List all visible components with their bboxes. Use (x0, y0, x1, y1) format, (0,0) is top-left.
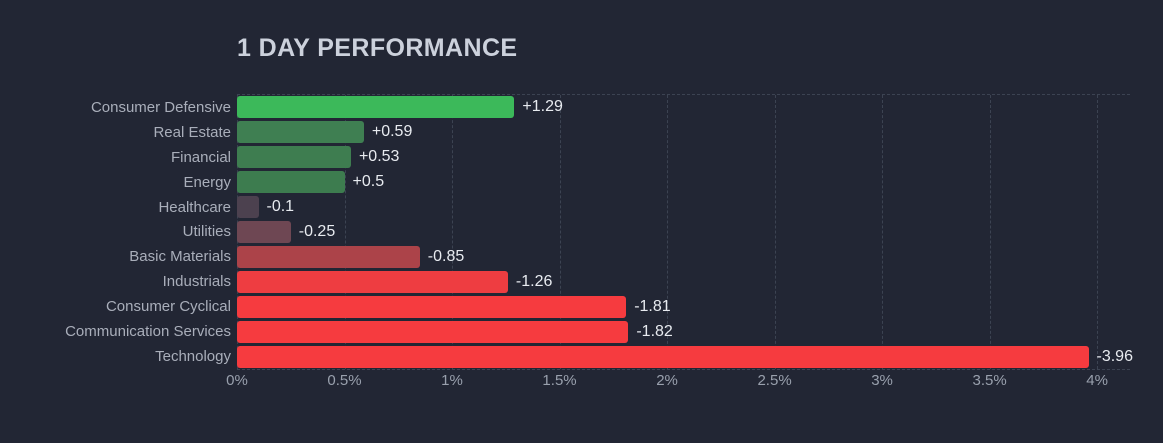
value-label-energy: +0.5 (352, 173, 385, 191)
gridline (559, 95, 561, 369)
x-tick-0-5pct: 0.5% (327, 372, 362, 389)
category-label-financial: Financial (170, 148, 231, 166)
category-label-energy: Energy (183, 173, 231, 191)
gridline (667, 95, 669, 369)
bar-financial[interactable] (237, 146, 351, 169)
bar-technology[interactable] (237, 345, 1089, 368)
bar-utilities[interactable] (237, 220, 291, 243)
chart-row-healthcare: Healthcare -0.1 (158, 195, 1130, 220)
bar-consumer-defensive[interactable] (237, 96, 515, 119)
category-label-real-estate: Real Estate (153, 123, 231, 141)
x-tick-0pct: 0% (226, 372, 248, 389)
category-label-technology: Technology (155, 348, 231, 366)
chart-row-basic-materials: Basic Materials -0.85 (129, 244, 1130, 269)
x-tick-2pct: 2% (656, 372, 678, 389)
value-label-communication-services: -1.82 (636, 322, 673, 340)
bar-energy[interactable] (237, 171, 345, 194)
x-tick-1pct: 1% (441, 372, 463, 389)
value-label-industrials: -1.26 (515, 272, 553, 290)
gridline (882, 95, 884, 369)
chart-row-utilities: Utilities -0.25 (183, 220, 1130, 245)
value-label-real-estate: +0.59 (371, 123, 413, 141)
category-label-consumer-cyclical: Consumer Cyclical (105, 298, 231, 316)
chart-title: 1 DAY PERFORMANCE (237, 34, 518, 62)
value-label-healthcare: -0.1 (266, 198, 295, 216)
x-tick-3pct: 3% (871, 372, 893, 389)
value-label-technology: -3.96 (1096, 347, 1133, 365)
x-tick-2-5pct: 2.5% (757, 372, 792, 389)
value-label-utilities: -0.25 (298, 222, 336, 240)
value-label-consumer-cyclical: -1.81 (634, 297, 671, 315)
chart-row-real-estate: Real Estate +0.59 (153, 120, 1130, 145)
value-label-consumer-defensive: +1.29 (522, 98, 563, 116)
x-tick-3-5pct: 3.5% (972, 372, 1007, 389)
category-label-industrials: Industrials (162, 273, 231, 291)
bar-consumer-cyclical[interactable] (237, 295, 627, 318)
chart-row-communication-services: Communication Services -1.82 (65, 319, 1130, 344)
chart-row-consumer-defensive: Consumer Defensive +1.29 (91, 95, 1130, 120)
gridline (344, 95, 346, 369)
bar-real-estate[interactable] (237, 121, 364, 144)
chart-row-consumer-cyclical: Consumer Cyclical -1.81 (106, 294, 1130, 319)
bar-rows: Consumer Defensive +1.29 Real Estate +0.59 F… (65, 95, 1133, 369)
x-axis: 0% 0.5% 1% 1.5% 2% 2.5% 3% 3.5% 4% (226, 372, 1130, 394)
value-label-basic-materials: -0.85 (427, 247, 465, 265)
category-label-communication-services: Communication Services (65, 323, 231, 341)
category-label-consumer-defensive: Consumer Defensive (90, 98, 231, 116)
x-tick-1-5pct: 1.5% (542, 372, 577, 389)
bar-basic-materials[interactable] (237, 245, 420, 268)
category-label-utilities: Utilities (182, 223, 231, 241)
plot-area: Consumer Defensive +1.29 Real Estate +0.59 F… (65, 94, 1133, 370)
chart-row-financial: Financial +0.53 (171, 145, 1130, 170)
bar-industrials[interactable] (237, 270, 508, 293)
value-label-financial: +0.53 (358, 148, 400, 166)
bar-communication-services[interactable] (237, 320, 629, 343)
chart-row-industrials: Industrials -1.26 (163, 269, 1130, 294)
chart-row-energy: Energy +0.5 (183, 170, 1130, 195)
gridline (989, 95, 991, 369)
gridline (452, 95, 454, 369)
gridline (774, 95, 776, 369)
category-label-basic-materials: Basic Materials (129, 248, 231, 266)
bar-healthcare[interactable] (237, 196, 259, 219)
chart-row-technology: Technology -3.96 (155, 344, 1133, 369)
x-tick-4pct: 4% (1086, 372, 1108, 389)
gridline (1097, 95, 1099, 369)
category-label-healthcare: Healthcare (158, 198, 231, 216)
